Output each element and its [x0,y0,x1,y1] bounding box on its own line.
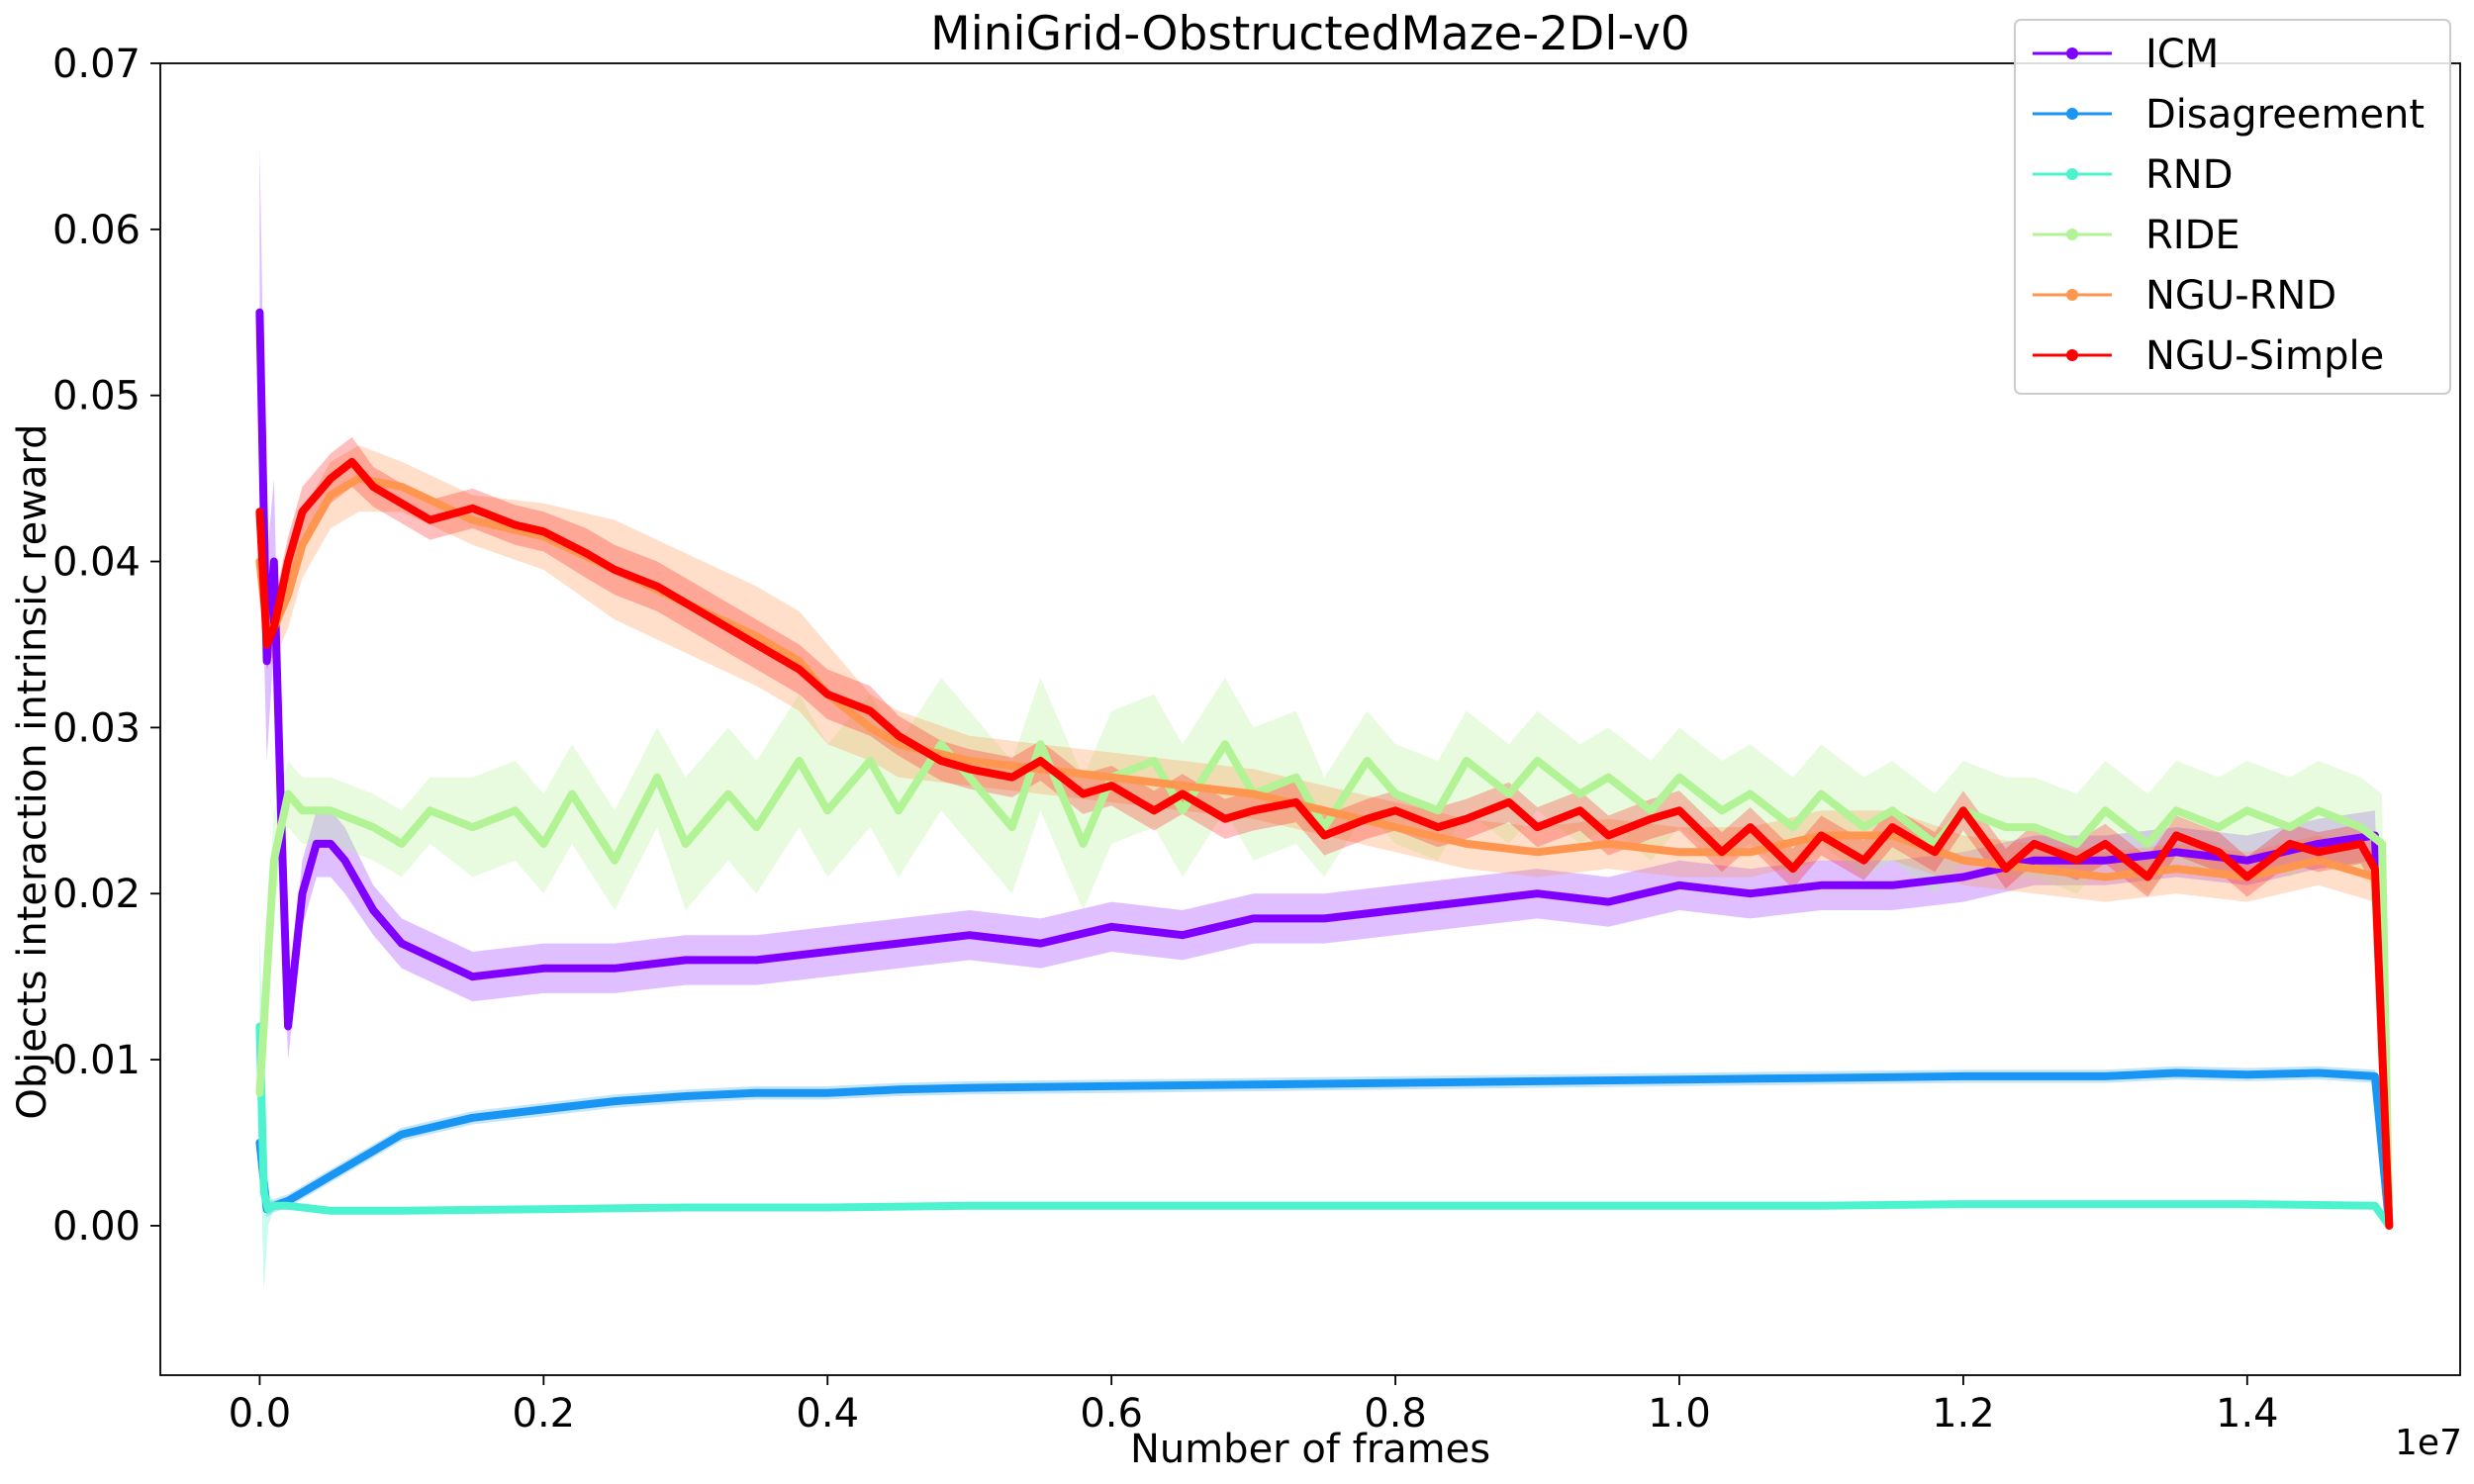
legend-label-disagreement: Disagreement [2145,92,2425,138]
series-line-rnd [255,1022,2394,1230]
legend-label-ngu-rnd: NGU-RND [2145,273,2336,319]
legend-label-rnd: RND [2145,152,2234,198]
legend-label-icm: ICM [2145,32,2219,77]
legend: ICM Disagreement RND RIDE NGU-RND NGU-Simple [2014,19,2451,395]
plot-area [255,145,2394,1293]
y-tick-label: 0.04 [52,540,141,586]
legend-box [2014,19,2451,395]
axes-frame [159,62,2461,1376]
x-offset-label: 1e7 [2395,1423,2462,1463]
x-tick-label: 1.4 [2216,1391,2279,1437]
series-line-ngu-simple [255,457,2394,1230]
y-tick-label: 0.03 [52,705,141,751]
y-axis: 0.00 0.01 0.02 0.03 0.04 0.05 0.06 0.07 [52,42,160,1250]
y-tick-label: 0.06 [52,208,141,253]
x-tick-label: 1.2 [1932,1391,1995,1437]
legend-marker-ngu-rnd [2066,289,2078,301]
x-tick-label: 0.0 [229,1391,292,1437]
x-tick-label: 1.0 [1648,1391,1711,1437]
series-line-ride [255,740,2394,1230]
y-tick-label: 0.07 [52,42,141,87]
legend-marker-ngu-simple [2066,349,2078,361]
legend-label-ride: RIDE [2145,213,2240,258]
x-tick-label: 0.6 [1080,1391,1143,1437]
x-tick-label: 0.8 [1364,1391,1427,1437]
y-tick-label: 0.00 [52,1204,141,1250]
y-tick-label: 0.05 [52,374,141,419]
x-tick-label: 0.4 [796,1391,859,1437]
legend-label-ngu-simple: NGU-Simple [2145,333,2384,379]
series-band-ride [259,678,2390,1226]
y-tick-label: 0.01 [52,1038,141,1083]
legend-marker-ride [2066,229,2078,240]
chart-title: MiniGrid-ObstructedMaze-2Dl-v0 [930,7,1690,61]
legend-marker-icm [2066,47,2078,59]
x-axis-label: Number of frames [1130,1427,1490,1472]
y-tick-label: 0.02 [52,872,141,917]
x-tick-label: 0.2 [513,1391,576,1437]
series-line-icm [255,308,2394,1230]
x-axis: 0.0 0.2 0.4 0.6 0.8 1.0 1.2 1.4 [229,1375,2279,1437]
series-line-disagreement [255,1068,2394,1230]
legend-marker-rnd [2066,168,2078,180]
y-axis-label: Objects interaction intrinsic reward [10,423,55,1119]
legend-marker-disagreement [2066,108,2078,120]
